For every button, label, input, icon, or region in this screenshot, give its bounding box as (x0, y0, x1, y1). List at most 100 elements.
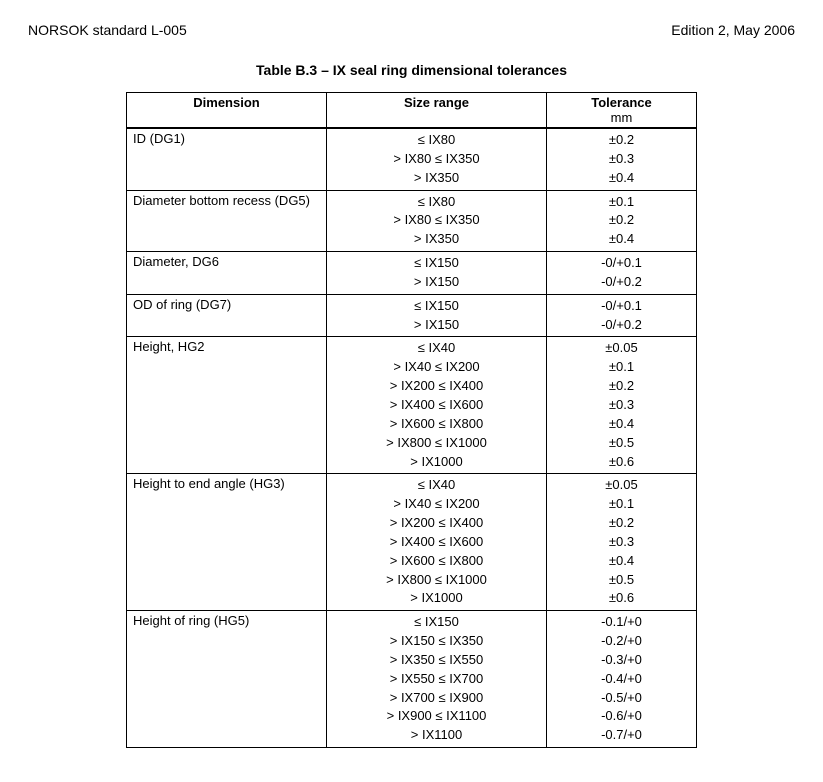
size-range-line: > IX350 ≤ IX550 (333, 651, 540, 670)
size-range-line: > IX900 ≤ IX1100 (333, 707, 540, 726)
size-range-line: ≤ IX40 (333, 476, 540, 495)
tolerance-line: ±0.4 (553, 552, 690, 571)
tolerance-line: -0/+0.2 (553, 316, 690, 335)
tolerance-line: ±0.1 (553, 495, 690, 514)
cell-size-range: ≤ IX150> IX150 (327, 294, 547, 337)
tolerance-line: ±0.6 (553, 589, 690, 608)
col-header-dimension: Dimension (127, 93, 327, 129)
tolerance-line: ±0.2 (553, 211, 690, 230)
size-range-line: > IX40 ≤ IX200 (333, 495, 540, 514)
size-range-line: > IX350 (333, 230, 540, 249)
cell-dimension: Height, HG2 (127, 337, 327, 474)
tolerance-line: ±0.4 (553, 415, 690, 434)
tolerance-line: ±0.2 (553, 377, 690, 396)
tolerance-line: ±0.3 (553, 150, 690, 169)
tolerance-line: -0/+0.1 (553, 254, 690, 273)
cell-dimension: Height to end angle (HG3) (127, 474, 327, 611)
cell-size-range: ≤ IX40> IX40 ≤ IX200> IX200 ≤ IX400> IX4… (327, 337, 547, 474)
cell-tolerance: -0/+0.1-0/+0.2 (547, 294, 697, 337)
size-range-line: > IX200 ≤ IX400 (333, 514, 540, 533)
tolerance-line: -0/+0.2 (553, 273, 690, 292)
size-range-line: > IX150 ≤ IX350 (333, 632, 540, 651)
cell-dimension: ID (DG1) (127, 128, 327, 190)
col-header-tolerance: Tolerance mm (547, 93, 697, 129)
cell-tolerance: ±0.1±0.2±0.4 (547, 190, 697, 252)
size-range-line: ≤ IX150 (333, 297, 540, 316)
cell-size-range: ≤ IX40> IX40 ≤ IX200> IX200 ≤ IX400> IX4… (327, 474, 547, 611)
tolerance-line: ±0.2 (553, 514, 690, 533)
size-range-line: > IX40 ≤ IX200 (333, 358, 540, 377)
tolerance-line: ±0.6 (553, 453, 690, 472)
tolerance-line: -0.3/+0 (553, 651, 690, 670)
table-row: Height of ring (HG5)≤ IX150> IX150 ≤ IX3… (127, 611, 697, 748)
tolerance-line: ±0.05 (553, 476, 690, 495)
tolerance-line: -0.7/+0 (553, 726, 690, 745)
table-row: Height to end angle (HG3)≤ IX40> IX40 ≤ … (127, 474, 697, 611)
size-range-line: > IX1100 (333, 726, 540, 745)
size-range-line: > IX800 ≤ IX1000 (333, 571, 540, 590)
tolerance-line: ±0.5 (553, 434, 690, 453)
cell-tolerance: ±0.2±0.3±0.4 (547, 128, 697, 190)
size-range-line: > IX200 ≤ IX400 (333, 377, 540, 396)
table-body: ID (DG1)≤ IX80> IX80 ≤ IX350> IX350±0.2±… (127, 128, 697, 748)
cell-tolerance: ±0.05±0.1±0.2±0.3±0.4±0.5±0.6 (547, 474, 697, 611)
size-range-line: > IX1000 (333, 453, 540, 472)
size-range-line: > IX400 ≤ IX600 (333, 533, 540, 552)
tolerance-line: -0/+0.1 (553, 297, 690, 316)
size-range-line: > IX150 (333, 273, 540, 292)
cell-dimension: OD of ring (DG7) (127, 294, 327, 337)
col-header-tolerance-unit: mm (553, 110, 690, 125)
tolerance-line: ±0.4 (553, 169, 690, 188)
size-range-line: > IX80 ≤ IX350 (333, 211, 540, 230)
tolerance-line: ±0.1 (553, 358, 690, 377)
tolerance-line: -0.2/+0 (553, 632, 690, 651)
tolerance-line: ±0.2 (553, 131, 690, 150)
table-title: Table B.3 – IX seal ring dimensional tol… (28, 62, 795, 78)
tolerance-line: ±0.5 (553, 571, 690, 590)
tolerance-line: -0.6/+0 (553, 707, 690, 726)
tolerance-table: Dimension Size range Tolerance mm ID (DG… (126, 92, 697, 748)
size-range-line: ≤ IX40 (333, 339, 540, 358)
cell-size-range: ≤ IX80> IX80 ≤ IX350> IX350 (327, 190, 547, 252)
header-right: Edition 2, May 2006 (671, 22, 795, 38)
tolerance-line: ±0.3 (553, 396, 690, 415)
cell-dimension: Diameter bottom recess (DG5) (127, 190, 327, 252)
size-range-line: > IX80 ≤ IX350 (333, 150, 540, 169)
page: NORSOK standard L-005 Edition 2, May 200… (0, 0, 823, 782)
size-range-line: > IX150 (333, 316, 540, 335)
size-range-line: ≤ IX80 (333, 193, 540, 212)
size-range-line: ≤ IX80 (333, 131, 540, 150)
size-range-line: > IX1000 (333, 589, 540, 608)
header-left: NORSOK standard L-005 (28, 22, 187, 38)
size-range-line: > IX600 ≤ IX800 (333, 415, 540, 434)
size-range-line: ≤ IX150 (333, 254, 540, 273)
cell-tolerance: ±0.05±0.1±0.2±0.3±0.4±0.5±0.6 (547, 337, 697, 474)
col-header-tolerance-label: Tolerance (591, 95, 651, 110)
table-row: Height, HG2≤ IX40> IX40 ≤ IX200> IX200 ≤… (127, 337, 697, 474)
cell-dimension: Height of ring (HG5) (127, 611, 327, 748)
size-range-line: > IX350 (333, 169, 540, 188)
page-header: NORSOK standard L-005 Edition 2, May 200… (28, 22, 795, 38)
cell-size-range: ≤ IX150> IX150 (327, 252, 547, 295)
size-range-line: > IX800 ≤ IX1000 (333, 434, 540, 453)
cell-size-range: ≤ IX80> IX80 ≤ IX350> IX350 (327, 128, 547, 190)
size-range-line: > IX700 ≤ IX900 (333, 689, 540, 708)
tolerance-line: ±0.4 (553, 230, 690, 249)
table-row: ID (DG1)≤ IX80> IX80 ≤ IX350> IX350±0.2±… (127, 128, 697, 190)
size-range-line: ≤ IX150 (333, 613, 540, 632)
col-header-size-range: Size range (327, 93, 547, 129)
tolerance-line: -0.4/+0 (553, 670, 690, 689)
tolerance-line: ±0.05 (553, 339, 690, 358)
table-wrapper: Dimension Size range Tolerance mm ID (DG… (28, 92, 795, 748)
cell-dimension: Diameter, DG6 (127, 252, 327, 295)
size-range-line: > IX600 ≤ IX800 (333, 552, 540, 571)
table-row: Diameter bottom recess (DG5)≤ IX80> IX80… (127, 190, 697, 252)
cell-size-range: ≤ IX150> IX150 ≤ IX350> IX350 ≤ IX550> I… (327, 611, 547, 748)
size-range-line: > IX550 ≤ IX700 (333, 670, 540, 689)
size-range-line: > IX400 ≤ IX600 (333, 396, 540, 415)
table-row: OD of ring (DG7)≤ IX150> IX150-0/+0.1-0/… (127, 294, 697, 337)
table-header-row: Dimension Size range Tolerance mm (127, 93, 697, 129)
cell-tolerance: -0/+0.1-0/+0.2 (547, 252, 697, 295)
tolerance-line: ±0.3 (553, 533, 690, 552)
table-row: Diameter, DG6≤ IX150> IX150-0/+0.1-0/+0.… (127, 252, 697, 295)
